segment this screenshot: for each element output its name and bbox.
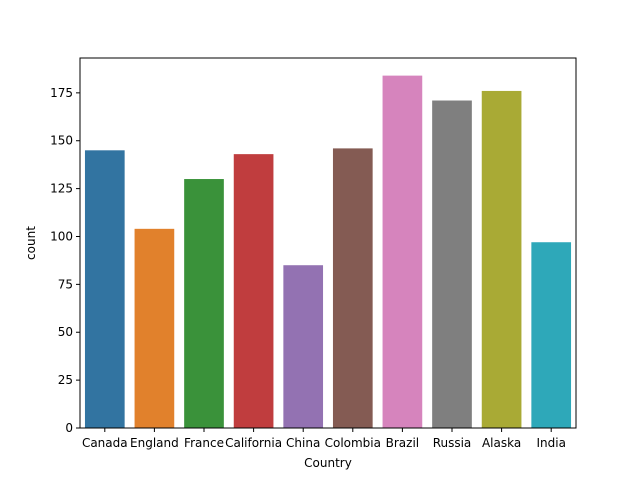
x-tick-label: India xyxy=(536,436,565,450)
plot-frame xyxy=(79,57,577,429)
y-tick-label: 75 xyxy=(58,277,73,291)
x-tick-label: California xyxy=(225,436,282,450)
y-axis-ticks: 0 25 50 75 100 125 150 175 xyxy=(50,86,80,435)
y-tick-label: 0 xyxy=(65,421,73,435)
y-tick-label: 50 xyxy=(58,325,73,339)
bar-colombia xyxy=(332,148,373,428)
x-tick-label: Alaska xyxy=(482,436,521,450)
x-tick-label: England xyxy=(130,436,179,450)
bar-india xyxy=(531,242,572,428)
bar-brazil xyxy=(382,75,423,428)
bar-california xyxy=(233,154,274,428)
y-tick-label: 100 xyxy=(50,229,73,243)
bar-russia xyxy=(432,100,472,428)
x-tick-label: Canada xyxy=(82,436,128,450)
bar-canada xyxy=(84,150,125,429)
y-axis-label: count xyxy=(24,226,38,260)
y-tick-label: 150 xyxy=(50,134,73,148)
x-tick-label: Russia xyxy=(433,436,472,450)
x-tick-label: China xyxy=(286,436,320,450)
x-tick-label: Brazil xyxy=(386,436,420,450)
y-tick-label: 175 xyxy=(50,86,73,100)
bar-france xyxy=(184,179,224,428)
bar-alaska xyxy=(481,90,522,429)
x-tick-label: Colombia xyxy=(325,436,381,450)
bar-england xyxy=(134,228,175,428)
y-tick-label: 25 xyxy=(58,373,73,387)
bars-group xyxy=(84,75,572,429)
x-axis-label: Country xyxy=(304,456,352,470)
x-tick-label: France xyxy=(184,436,224,450)
x-axis-ticks: Canada England France California China Colomb… xyxy=(82,428,566,450)
bar-china xyxy=(283,265,324,428)
y-tick-label: 125 xyxy=(50,182,73,196)
